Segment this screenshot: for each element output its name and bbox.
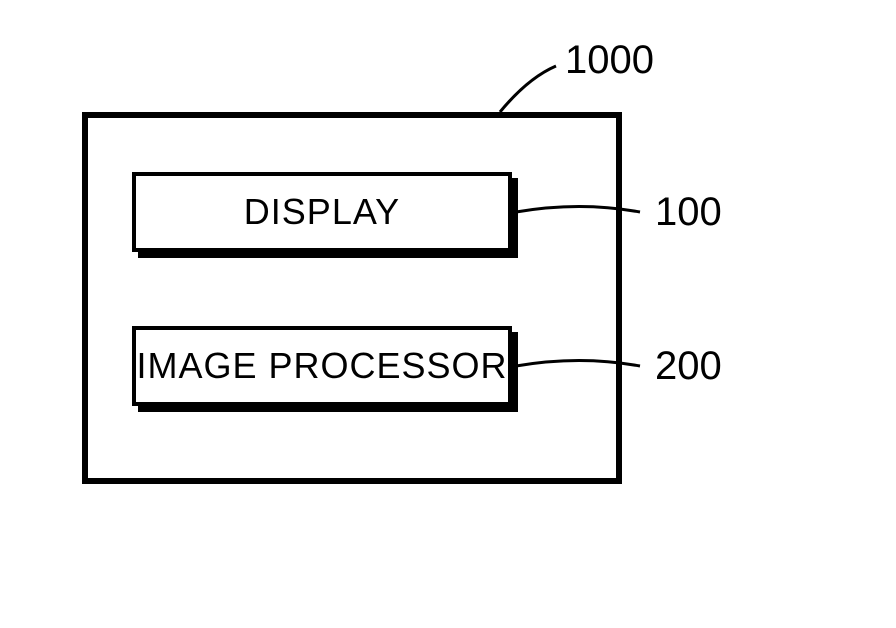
image-processor-block: IMAGE PROCESSOR [132, 326, 512, 406]
outer-box [82, 112, 622, 484]
outer-leader-path [500, 66, 556, 112]
image-processor-block-text: IMAGE PROCESSOR [136, 345, 507, 387]
display-block: DISPLAY [132, 172, 512, 252]
display-ref-label: 100 [655, 190, 722, 235]
diagram-canvas: DISPLAY IMAGE PROCESSOR 1000 100 200 [0, 0, 896, 628]
image-processor-ref-label: 200 [655, 344, 722, 389]
display-block-text: DISPLAY [244, 191, 400, 233]
outer-box-ref-label: 1000 [565, 38, 654, 83]
